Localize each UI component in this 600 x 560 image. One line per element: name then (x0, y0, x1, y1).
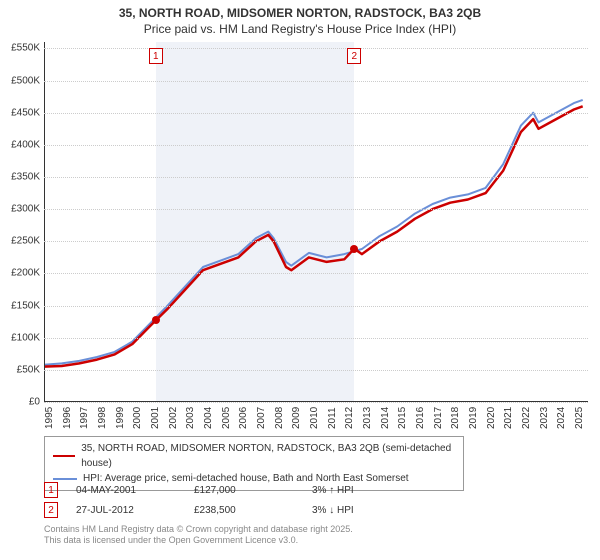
x-tick-label: 2021 (503, 407, 514, 429)
x-tick-label: 2009 (291, 407, 302, 429)
x-tick-label: 2008 (274, 407, 285, 429)
x-tick-label: 1996 (62, 407, 73, 429)
sale-date-1: 04-MAY-2001 (76, 485, 176, 496)
gridline (44, 306, 588, 307)
x-tick-label: 2002 (168, 407, 179, 429)
x-tick-label: 2022 (521, 407, 532, 429)
x-tick-label: 2004 (203, 407, 214, 429)
x-tick-label: 2017 (433, 407, 444, 429)
x-tick-label: 2003 (185, 407, 196, 429)
footer-line-1: Contains HM Land Registry data © Crown c… (44, 524, 353, 535)
x-tick-label: 2011 (327, 407, 338, 429)
y-tick-label: £150K (2, 300, 40, 311)
chart-area: £0£50K£100K£150K£200K£250K£300K£350K£400… (44, 42, 588, 402)
y-tick-label: £550K (2, 43, 40, 54)
chart-lines (44, 42, 588, 402)
y-tick-label: £300K (2, 204, 40, 215)
gridline (44, 370, 588, 371)
x-tick-label: 2007 (256, 407, 267, 429)
x-tick-label: 2012 (344, 407, 355, 429)
gridline (44, 177, 588, 178)
sale-marker-box: 2 (347, 48, 361, 64)
footer: Contains HM Land Registry data © Crown c… (44, 524, 353, 547)
chart-title: 35, NORTH ROAD, MIDSOMER NORTON, RADSTOC… (0, 0, 600, 38)
y-tick-label: £400K (2, 139, 40, 150)
x-tick-label: 2001 (150, 407, 161, 429)
legend-item-1: 35, NORTH ROAD, MIDSOMER NORTON, RADSTOC… (53, 441, 455, 471)
sale-price-1: £127,000 (194, 485, 294, 496)
x-tick-label: 2023 (539, 407, 550, 429)
sale-delta-2: 3% ↓ HPI (312, 505, 392, 516)
sale-marker-1: 1 (44, 482, 58, 498)
footer-line-2: This data is licensed under the Open Gov… (44, 535, 353, 546)
gridline (44, 402, 588, 403)
x-tick-label: 2000 (132, 407, 143, 429)
legend-swatch-1 (53, 455, 75, 457)
gridline (44, 273, 588, 274)
title-line-1: 35, NORTH ROAD, MIDSOMER NORTON, RADSTOC… (8, 6, 592, 20)
legend-label-1: 35, NORTH ROAD, MIDSOMER NORTON, RADSTOC… (81, 441, 455, 471)
sale-delta-1: 3% ↑ HPI (312, 485, 392, 496)
gridline (44, 209, 588, 210)
y-tick-label: £250K (2, 236, 40, 247)
x-tick-label: 1998 (97, 407, 108, 429)
gridline (44, 338, 588, 339)
x-tick-label: 2010 (309, 407, 320, 429)
sale-dot (152, 316, 160, 324)
sale-marker-2: 2 (44, 502, 58, 518)
x-tick-label: 2005 (221, 407, 232, 429)
y-tick-label: £350K (2, 172, 40, 183)
x-tick-label: 1997 (79, 407, 90, 429)
x-tick-label: 2016 (415, 407, 426, 429)
y-tick-label: £50K (2, 364, 40, 375)
sale-marker-box: 1 (149, 48, 163, 64)
gridline (44, 113, 588, 114)
page: 35, NORTH ROAD, MIDSOMER NORTON, RADSTOC… (0, 0, 600, 560)
x-tick-label: 2006 (238, 407, 249, 429)
y-tick-label: £100K (2, 332, 40, 343)
gridline (44, 145, 588, 146)
gridline (44, 81, 588, 82)
gridline (44, 48, 588, 49)
y-tick-label: £200K (2, 268, 40, 279)
x-tick-label: 2018 (450, 407, 461, 429)
x-tick-label: 2013 (362, 407, 373, 429)
sale-row-2: 2 27-JUL-2012 £238,500 3% ↓ HPI (44, 500, 588, 520)
series-hpi (44, 100, 583, 365)
x-tick-label: 2015 (397, 407, 408, 429)
sales-table: 1 04-MAY-2001 £127,000 3% ↑ HPI 2 27-JUL… (44, 480, 588, 520)
y-axis (44, 42, 45, 402)
sale-row-1: 1 04-MAY-2001 £127,000 3% ↑ HPI (44, 480, 588, 500)
y-tick-label: £0 (2, 397, 40, 408)
x-tick-label: 2020 (486, 407, 497, 429)
x-tick-label: 1999 (115, 407, 126, 429)
x-tick-label: 2019 (468, 407, 479, 429)
x-tick-label: 1995 (44, 407, 55, 429)
sale-date-2: 27-JUL-2012 (76, 505, 176, 516)
x-tick-label: 2025 (574, 407, 585, 429)
x-tick-label: 2024 (556, 407, 567, 429)
gridline (44, 241, 588, 242)
sale-price-2: £238,500 (194, 505, 294, 516)
x-tick-label: 2014 (380, 407, 391, 429)
title-line-2: Price paid vs. HM Land Registry's House … (8, 22, 592, 36)
y-tick-label: £450K (2, 107, 40, 118)
sale-dot (350, 245, 358, 253)
y-tick-label: £500K (2, 75, 40, 86)
